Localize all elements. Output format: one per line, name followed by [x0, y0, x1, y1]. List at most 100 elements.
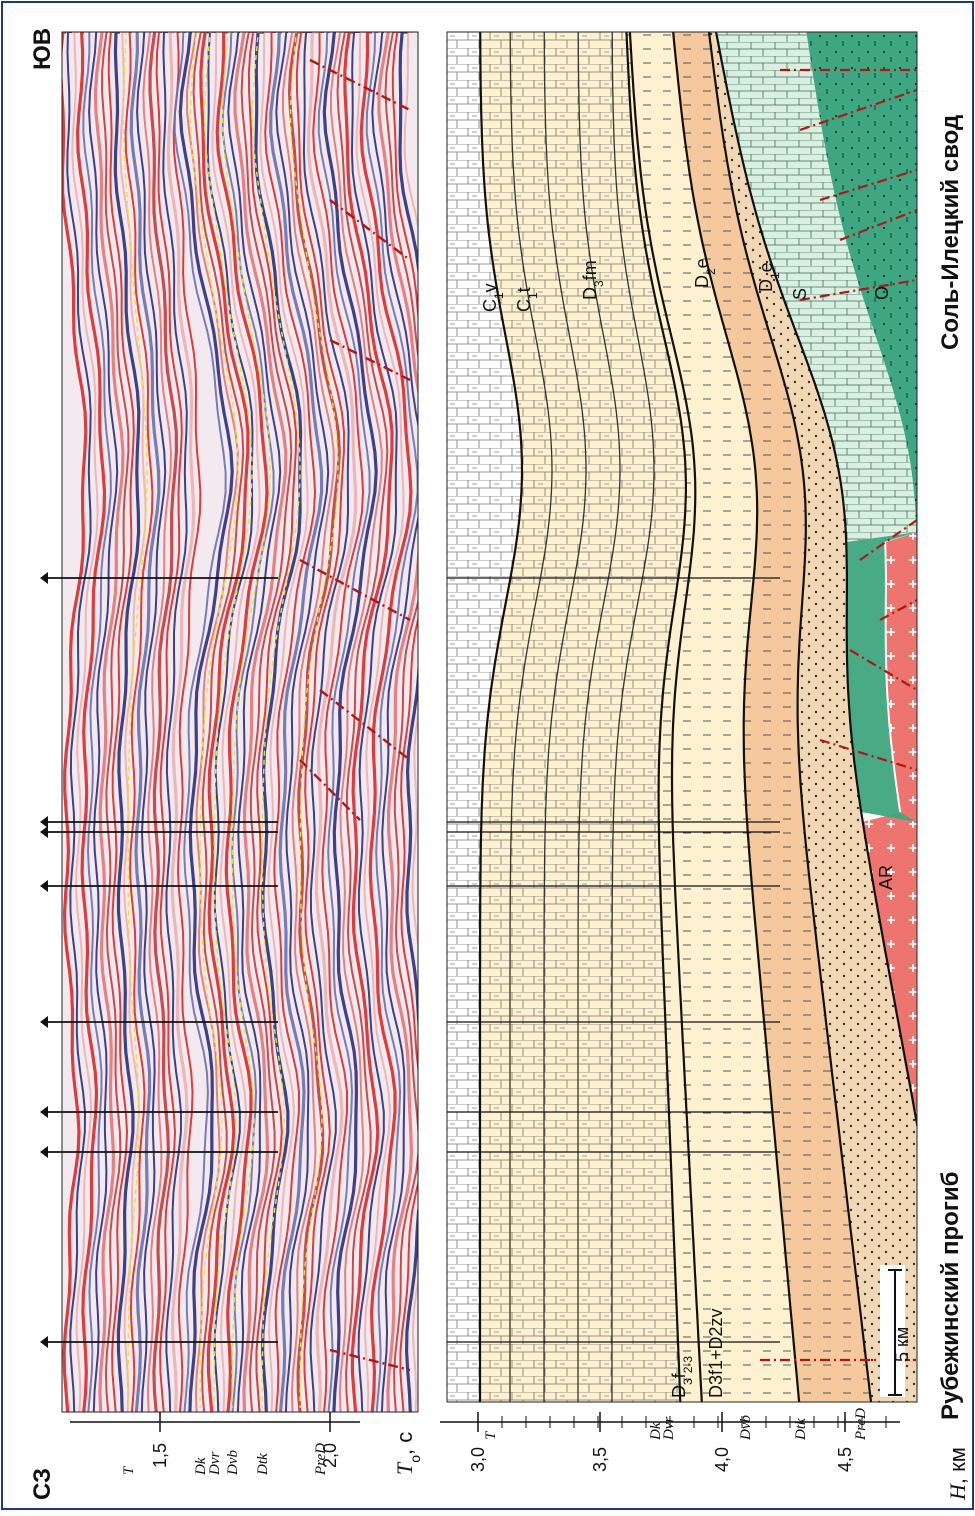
- seismic-reflector: [377, 32, 418, 1412]
- seismic-reflector: [306, 32, 358, 1412]
- seismic-reflector: [166, 32, 196, 1412]
- seismic-reflector: [355, 32, 405, 1412]
- seismic-horizon-label: T: [121, 1465, 137, 1475]
- seismic-reflector: [107, 32, 135, 1412]
- seismic-reflector: [215, 32, 269, 1412]
- seismic-reflector: [240, 32, 293, 1412]
- geologic-horizon-label: Dtk: [793, 1418, 809, 1441]
- seismic-horizon-label: PreD: [313, 1443, 329, 1476]
- unit-label-D3f2-3: D3f2-3: [669, 1356, 695, 1398]
- geologic-fault: [819, 738, 917, 772]
- seismic-reflector: [365, 32, 418, 1412]
- seismic-horizon-label: Dvr: [207, 1452, 223, 1476]
- well-arrow-icon: [40, 572, 48, 584]
- depth-axis-label: H, км: [945, 1447, 970, 1501]
- well-arrow-icon: [40, 1146, 48, 1158]
- seismic-reflector: [129, 32, 161, 1412]
- seismic-reflector: [264, 32, 317, 1412]
- well-lines: [40, 572, 780, 1348]
- geologic-horizon-Dtk: [707, 32, 873, 1402]
- seismic-reflector: [162, 32, 188, 1412]
- seismic-reflector: [391, 32, 418, 1412]
- seismic-reflector: [124, 32, 154, 1412]
- depth-tick-label: 4,5: [835, 1447, 855, 1472]
- seismic-section: [62, 32, 418, 1412]
- seismic-reflector: [302, 32, 350, 1412]
- seismic-reflector: [287, 32, 341, 1412]
- seismic-reflector: [192, 32, 245, 1412]
- seismic-reflector: [119, 32, 147, 1412]
- seismic-reflector: [185, 32, 239, 1412]
- unit-label-D3f1+D2zv: D3f1+D2zv: [706, 1308, 726, 1398]
- seismic-fault: [329, 338, 411, 382]
- depth-tick-label: 3,5: [590, 1447, 610, 1472]
- well-arrow-icon: [40, 826, 48, 838]
- seismic-reflector: [322, 32, 378, 1412]
- seismic-fault: [299, 759, 361, 821]
- seismic-reflector: [173, 32, 227, 1412]
- geologic-horizon-label: Dvb: [738, 1415, 754, 1441]
- seismic-reflector: [142, 32, 173, 1412]
- seismic-fault: [299, 558, 411, 622]
- geologic-frame: [446, 31, 918, 1403]
- seismic-reflector: [148, 32, 179, 1412]
- seismic-horizon: [221, 32, 271, 1408]
- seismic-reflector: [359, 32, 413, 1412]
- seismic-reflector: [269, 32, 324, 1412]
- labels: СЗ ЮВ Рубежинский прогиб Соль-Илецкий свод 5…: [29, 28, 964, 1500]
- seismic-reflector: [178, 32, 234, 1412]
- well-arrow-icon: [40, 1106, 48, 1118]
- well-arrow-icon: [40, 1336, 48, 1348]
- time-tick-label: 1,5: [150, 1443, 170, 1468]
- seismic-reflector: [62, 32, 88, 1412]
- seismic-fault: [319, 689, 411, 761]
- direction-se-label: ЮВ: [29, 28, 56, 70]
- scale-bar-bg: [880, 1265, 905, 1397]
- seismic-horizon: [203, 32, 253, 1408]
- seismic-reflector: [350, 32, 398, 1412]
- unit-label-D3fm: D3fm: [580, 260, 606, 300]
- geologic-fault: [819, 168, 917, 202]
- seismic-reflector: [295, 32, 346, 1412]
- geologic-horizon-T: [478, 32, 524, 1402]
- seismic-reflector: [155, 32, 183, 1412]
- time-axis-label: To, с: [392, 1432, 423, 1475]
- well-arrow-icon: [40, 880, 48, 892]
- unit-label-C1v: C1v: [480, 283, 506, 312]
- well-arrow-icon: [40, 816, 48, 828]
- geologic-horizon-Dk: [625, 32, 687, 1402]
- seismic-reflector: [275, 32, 330, 1412]
- seismic-reflector: [371, 32, 418, 1412]
- seismic-reflector: [343, 32, 394, 1412]
- seismic-reflector: [384, 32, 418, 1412]
- seismic-reflector: [88, 32, 119, 1412]
- geologic-horizon-PreD: [715, 32, 917, 1130]
- seismic-reflector: [227, 32, 282, 1412]
- seismic-horizon-label: Dtk: [255, 1453, 271, 1476]
- time-tick-label: 2,0: [320, 1443, 340, 1468]
- seismic-fault: [329, 1348, 411, 1372]
- seismic-fault: [329, 199, 411, 261]
- region-label-rubezhinsky: Рубежинский прогиб: [937, 1172, 964, 1420]
- well-arrow-icon: [40, 1016, 48, 1028]
- seismic-fault: [309, 58, 411, 112]
- unit-label-C1t: C1t: [514, 287, 540, 312]
- seismic-reflector: [254, 32, 303, 1412]
- seismic-reflector: [211, 32, 261, 1412]
- geologic-horizon-label: T: [483, 1430, 499, 1440]
- seismic-horizon-label: Dvb: [225, 1450, 241, 1476]
- seismic-reflector: [101, 32, 130, 1412]
- seismic-reflector: [282, 32, 335, 1412]
- seismic-reflector: [113, 32, 141, 1412]
- seismic-reflector: [317, 32, 371, 1412]
- geologic-fault: [859, 519, 917, 561]
- seismic-frame: [61, 31, 419, 1413]
- depth-tick-label: 3,0: [468, 1447, 488, 1472]
- seismic-reflector: [82, 32, 112, 1412]
- unit-label-D2e: D2e: [692, 258, 718, 288]
- region-label-sol-iletsk: Соль-Илецкий свод: [937, 115, 964, 350]
- seismic-horizon: [251, 32, 301, 1408]
